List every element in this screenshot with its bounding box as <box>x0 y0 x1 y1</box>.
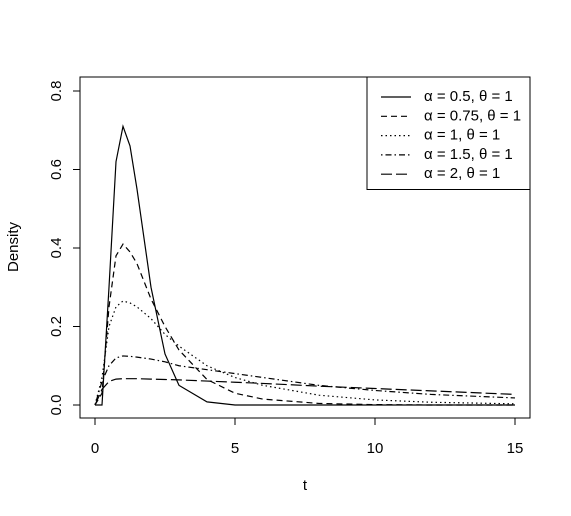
legend-label: α = 1, θ = 1 <box>424 127 500 144</box>
legend-label: α = 0.75, θ = 1 <box>424 107 521 124</box>
x-tick-label: 0 <box>91 440 99 457</box>
series-line <box>94 378 516 406</box>
series-line <box>94 243 515 406</box>
y-tick-label: 0.4 <box>48 238 65 259</box>
legend-box <box>366 76 531 190</box>
x-tick-label: 15 <box>507 440 524 457</box>
series-line <box>95 124 515 406</box>
series-line <box>94 355 516 406</box>
y-tick-label: 0.2 <box>48 316 65 337</box>
legend-label: α = 2, θ = 1 <box>424 165 500 182</box>
y-axis-label: Density <box>5 221 22 272</box>
x-tick-label: 5 <box>231 440 239 457</box>
series-line <box>94 300 516 406</box>
y-tick-label: 0.8 <box>48 81 65 102</box>
legend-label: α = 1.5, θ = 1 <box>424 146 513 163</box>
y-tick-label: 0.0 <box>48 395 65 416</box>
x-tick-label: 10 <box>367 440 384 457</box>
y-tick-label: 0.6 <box>48 159 65 180</box>
x-axis-label: t <box>303 477 308 494</box>
legend-label: α = 0.5, θ = 1 <box>424 88 513 105</box>
